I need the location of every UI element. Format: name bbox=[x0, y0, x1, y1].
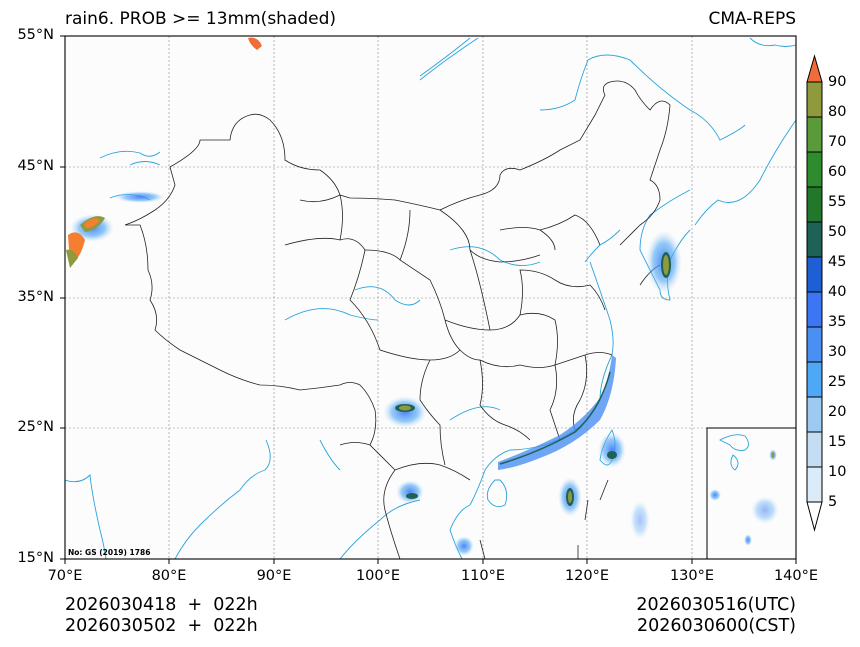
south-china-sea-inset bbox=[706, 427, 796, 559]
colorbar-label-35: 35 bbox=[828, 314, 847, 330]
colorbar-label-10: 10 bbox=[828, 464, 847, 480]
colorbar-label-50: 50 bbox=[828, 224, 847, 240]
colorbar-label-15: 15 bbox=[828, 434, 847, 450]
valid-time-info: 2026030516(UTC) 2026030600(CST) bbox=[636, 595, 796, 637]
colorbar-label-5: 5 bbox=[828, 494, 838, 510]
init-time-info: 2026030418 + 022h 2026030502 + 022h bbox=[65, 595, 258, 637]
map-layers bbox=[65, 36, 796, 559]
colorbar-label-25: 25 bbox=[828, 374, 847, 390]
x-tick-90e: 90°E bbox=[256, 568, 292, 584]
map-background bbox=[65, 36, 796, 559]
colorbar-label-20: 20 bbox=[828, 404, 847, 420]
y-tick-25n: 25°N bbox=[17, 419, 54, 435]
colorbar bbox=[806, 54, 823, 532]
borders bbox=[124, 80, 671, 559]
colorbar-label-80: 80 bbox=[828, 104, 847, 120]
valid-time-cst: 2026030600(CST) bbox=[636, 616, 796, 636]
colorbar-label-90: 90 bbox=[828, 74, 847, 90]
model-name: CMA-REPS bbox=[708, 9, 796, 29]
map-approval-note: No: GS (2019) 1786 bbox=[68, 548, 151, 557]
y-tick-15n: 15°N bbox=[17, 550, 54, 566]
y-tick-55n: 55°N bbox=[17, 27, 54, 43]
colorbar-label-45: 45 bbox=[828, 254, 847, 270]
y-tick-35n: 35°N bbox=[17, 289, 54, 305]
valid-time-utc: 2026030516(UTC) bbox=[636, 595, 796, 615]
init-time-cst: 2026030502 + 022h bbox=[65, 616, 258, 636]
colorbar-label-30: 30 bbox=[828, 344, 847, 360]
x-tick-80e: 80°E bbox=[151, 568, 187, 584]
x-tick-110e: 110°E bbox=[460, 568, 506, 584]
init-time-utc: 2026030418 + 022h bbox=[65, 595, 258, 615]
gridlines bbox=[65, 36, 796, 559]
x-tick-120e: 120°E bbox=[564, 568, 610, 584]
x-tick-140e: 140°E bbox=[773, 568, 819, 584]
colorbar-label-70: 70 bbox=[828, 134, 847, 150]
x-tick-130e: 130°E bbox=[669, 568, 715, 584]
x-tick-100e: 100°E bbox=[355, 568, 401, 584]
colorbar-label-60: 60 bbox=[828, 164, 847, 180]
colorbar-label-40: 40 bbox=[828, 284, 847, 300]
colorbar-label-55: 55 bbox=[828, 194, 847, 210]
y-tick-45n: 45°N bbox=[17, 158, 54, 174]
x-tick-70e: 70°E bbox=[47, 568, 83, 584]
chart-title: rain6. PROB >= 13mm(shaded) bbox=[65, 9, 337, 29]
axis-ticks bbox=[60, 35, 797, 564]
